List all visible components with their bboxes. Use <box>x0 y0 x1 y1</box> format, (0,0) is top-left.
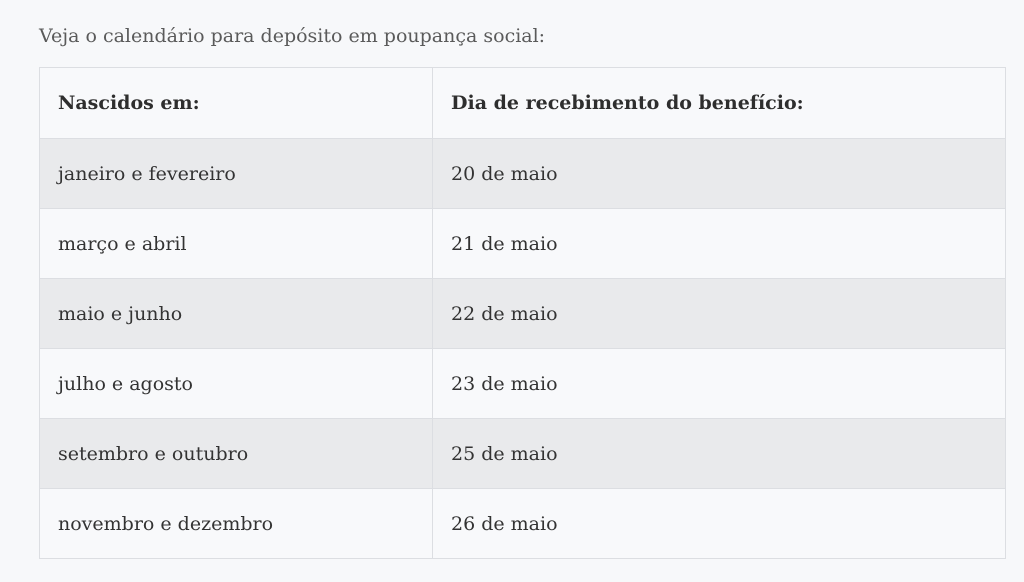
birth-months-cell: março e abril <box>39 208 433 279</box>
header-payment-day: Dia de recebimento do benefício: <box>432 67 1006 139</box>
birth-months-cell: janeiro e fevereiro <box>39 138 433 209</box>
table-header-row: Nascidos em: Dia de recebimento do benef… <box>39 67 1006 139</box>
calendar-table-container: Nascidos em: Dia de recebimento do benef… <box>39 67 1006 559</box>
birth-months-cell: julho e agosto <box>39 348 433 419</box>
calendar-table: Nascidos em: Dia de recebimento do benef… <box>39 67 1006 559</box>
intro-text: Veja o calendário para depósito em poupa… <box>39 25 546 47</box>
payment-date-cell: 20 de maio <box>432 138 1006 209</box>
table-row: novembro e dezembro 26 de maio <box>39 488 1006 559</box>
table-row: julho e agosto 23 de maio <box>39 348 1006 419</box>
payment-date-cell: 22 de maio <box>432 278 1006 349</box>
payment-date-cell: 21 de maio <box>432 208 1006 279</box>
birth-months-cell: setembro e outubro <box>39 418 433 489</box>
header-born-in: Nascidos em: <box>39 67 433 139</box>
birth-months-cell: novembro e dezembro <box>39 488 433 559</box>
payment-date-cell: 25 de maio <box>432 418 1006 489</box>
table-header: Nascidos em: Dia de recebimento do benef… <box>39 67 1006 139</box>
payment-date-cell: 26 de maio <box>432 488 1006 559</box>
table-row: janeiro e fevereiro 20 de maio <box>39 138 1006 209</box>
table-row: maio e junho 22 de maio <box>39 278 1006 349</box>
birth-months-cell: maio e junho <box>39 278 433 349</box>
table-row: março e abril 21 de maio <box>39 208 1006 279</box>
payment-date-cell: 23 de maio <box>432 348 1006 419</box>
table-body: janeiro e fevereiro 20 de maio março e a… <box>39 138 1006 559</box>
table-row: setembro e outubro 25 de maio <box>39 418 1006 489</box>
